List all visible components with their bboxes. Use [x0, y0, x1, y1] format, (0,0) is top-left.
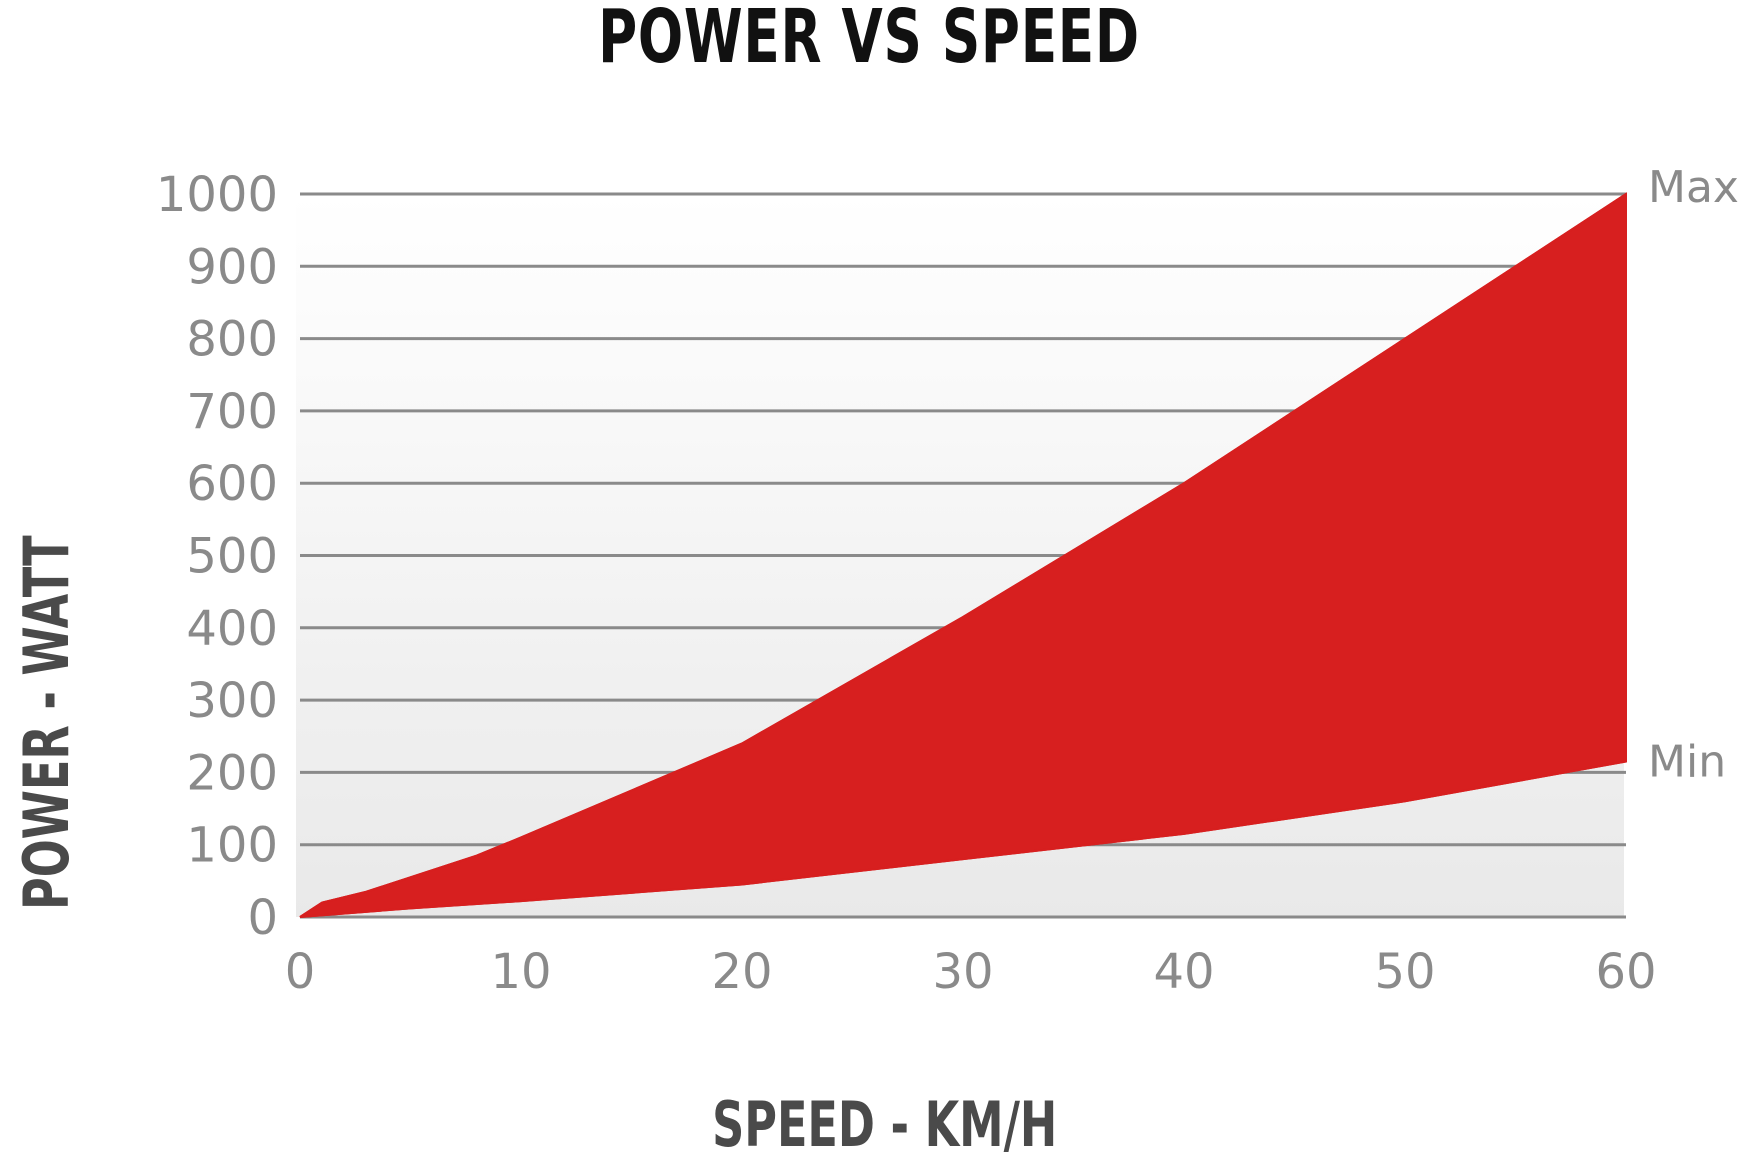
- x-tick-label: 0: [285, 944, 316, 1000]
- y-tick-label: 200: [186, 745, 278, 801]
- y-tick-labels: 0 100 200 300 400 500 600 700 800 900 1000: [156, 167, 278, 946]
- x-tick-label: 30: [932, 944, 993, 1000]
- x-axis-title: SPEED - KM/H: [712, 1088, 1058, 1161]
- series-label-max: Max: [1648, 162, 1738, 213]
- x-tick-label: 50: [1374, 944, 1435, 1000]
- y-tick-label: 400: [186, 601, 278, 657]
- chart-title: POWER VS SPEED: [598, 0, 1140, 80]
- x-tick-labels: 0 10 20 30 40 50 60: [285, 944, 1657, 1000]
- y-tick-label: 100: [186, 818, 278, 874]
- x-tick-label: 10: [490, 944, 551, 1000]
- area-band: [299, 192, 1627, 918]
- x-tick-label: 60: [1595, 944, 1656, 1000]
- series-line-min: [299, 760, 1627, 918]
- y-tick-label: 0: [247, 890, 278, 946]
- x-tick-label: 20: [711, 944, 772, 1000]
- y-tick-label: 900: [186, 239, 278, 295]
- y-tick-label: 1000: [156, 167, 278, 223]
- y-tick-label: 600: [186, 456, 278, 512]
- series-line-max: [299, 193, 1627, 918]
- series-label-min: Min: [1648, 737, 1726, 788]
- y-tick-label: 300: [186, 673, 278, 729]
- y-tick-label: 500: [186, 529, 278, 585]
- series-labels: Max Min: [1648, 162, 1738, 788]
- y-tick-label: 700: [186, 384, 278, 440]
- y-tick-label: 800: [186, 312, 278, 368]
- x-tick-label: 40: [1153, 944, 1214, 1000]
